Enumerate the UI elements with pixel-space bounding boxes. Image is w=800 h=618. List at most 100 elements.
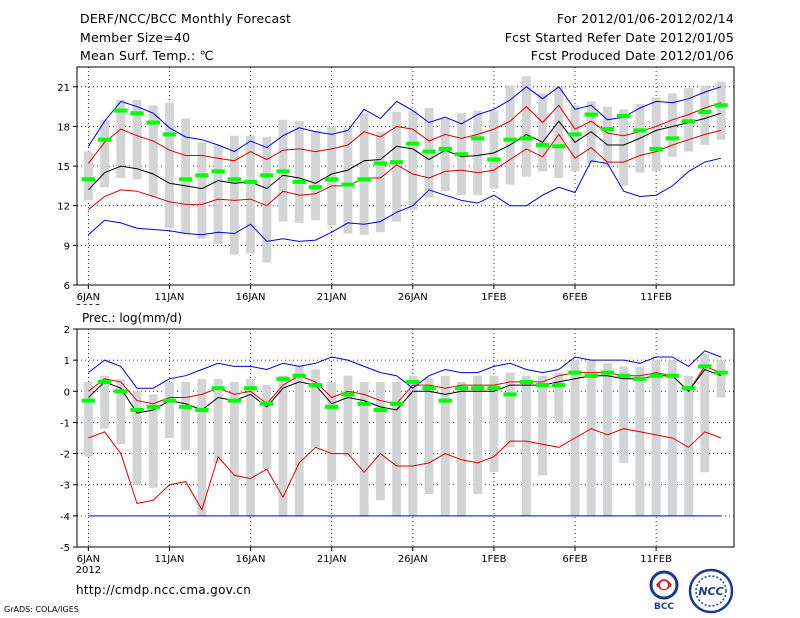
temp-median-mark [681, 119, 696, 124]
prec-spread-bar [586, 360, 596, 516]
prec-spread-bar [83, 381, 93, 457]
prec-spread-bar [392, 381, 402, 516]
temp-median-mark [308, 185, 323, 190]
temp-median-mark [130, 111, 144, 116]
prec-spread-bar [262, 385, 272, 470]
temp-ytick-label: 15 [57, 162, 70, 173]
temp-median-mark [389, 160, 404, 165]
forecast-started-date: Fcst Started Refer Date 2012/01/05 [504, 30, 734, 45]
temp-spread-bar [246, 135, 256, 254]
prec-median-mark [389, 401, 404, 406]
prec-spread-bar [181, 381, 191, 451]
prec-spread-bar [505, 372, 515, 448]
prec-median-mark [487, 386, 501, 391]
temp-spread-bar [570, 105, 580, 172]
temp-median-mark [146, 120, 160, 125]
temp-median-mark [568, 132, 582, 137]
temp-spread-bar [716, 81, 726, 140]
prec-median-mark [552, 383, 566, 388]
temp-median-mark [114, 108, 128, 113]
prec-spread-bar [408, 375, 418, 516]
temp-line-ensemble-minimum [88, 157, 722, 242]
temp-median-mark [470, 136, 485, 141]
temp-xtick-label: 16JAN [236, 292, 266, 303]
temp-median-mark [714, 103, 728, 108]
prec-spread-bar [473, 375, 483, 495]
temp-median-mark [535, 142, 550, 147]
temp-median-mark [243, 179, 258, 184]
temp-median-mark [357, 177, 371, 182]
temp-spread-bar [343, 127, 353, 234]
temp-spread-bar [521, 76, 531, 177]
prec-median-mark [665, 373, 680, 378]
temp-median-mark [584, 112, 598, 117]
prec-xtick-label: 16JAN [236, 554, 266, 565]
temp-spread-bar [586, 101, 596, 164]
prec-spread-bar [359, 381, 369, 516]
temp-xtick-label: 6FEB [562, 292, 587, 303]
variable-label: Mean Surf. Temp.: ℃ [80, 48, 214, 63]
prec-median-mark [292, 373, 306, 378]
temp-year-label: 2012 [76, 303, 101, 305]
prec-ytick-label: 0 [64, 387, 70, 398]
prec-median-mark [373, 407, 388, 412]
prec-line-upper-band [88, 365, 722, 405]
prec-xtick-label: 11JAN [155, 554, 185, 565]
temp-spread-bar [375, 131, 385, 233]
prec-xtick-label: 6JAN [77, 554, 100, 565]
prec-frame [76, 328, 735, 548]
temp-median-mark [454, 152, 469, 157]
temp-spread-bar [538, 93, 548, 172]
temp-spread-bar [489, 110, 499, 189]
source-url[interactable]: http://cmdp.ncc.cma.gov.cn [76, 583, 252, 597]
temp-median-mark [519, 136, 534, 141]
prec-median-mark [616, 373, 631, 378]
prec-spread-bar [165, 381, 174, 438]
prec-median-mark [698, 364, 712, 369]
prec-spread-bar [213, 378, 223, 463]
prec-median-mark [276, 376, 290, 381]
prec-median-mark [357, 401, 371, 406]
prec-year-label: 2012 [76, 565, 101, 576]
prec-median-mark [535, 383, 550, 388]
prec-xtick-label: 11FEB [640, 554, 672, 565]
temp-spread-bar [359, 113, 369, 235]
prec-spread-bar [294, 366, 304, 516]
prec-median-mark [406, 379, 420, 384]
temp-spread-bar [311, 130, 320, 221]
prec-spread-bar [100, 375, 110, 429]
prec-spread-bar [116, 378, 126, 445]
temp-line-lower-band [88, 129, 722, 211]
bcc-logo-icon: BCC [649, 570, 679, 612]
temp-median-mark [211, 169, 225, 174]
temp-ytick-label: 12 [57, 202, 70, 213]
temp-spread-bar [554, 86, 564, 178]
temp-spread-bar [667, 93, 677, 157]
prec-spread-bar [603, 363, 612, 516]
temp-xtick-label: 11JAN [155, 292, 185, 303]
temp-xtick-label: 26JAN [398, 292, 428, 303]
temp-spread-bar [116, 100, 126, 178]
prec-spread-bar [327, 381, 337, 482]
temp-spread-bar [213, 144, 223, 245]
prec-spread-bar [635, 366, 645, 516]
prec-spread-bar [424, 378, 434, 495]
temp-spread-bar [440, 118, 450, 192]
prec-spread-bar [132, 391, 142, 485]
temp-spread-bar [473, 110, 483, 196]
prec-median-mark [519, 379, 534, 384]
temp-median-mark [487, 157, 501, 162]
temp-spread-bar [505, 85, 515, 185]
prec-spread-bar [246, 378, 256, 516]
temp-median-mark [276, 169, 290, 174]
prec-median-mark [324, 404, 339, 409]
prec-ytick-label: -5 [60, 543, 70, 554]
prec-spread-bar [148, 394, 158, 488]
prec-spread-bar [538, 375, 548, 476]
prec-ytick-label: 2 [64, 325, 70, 336]
ncc-logo-icon: NCC [688, 568, 734, 614]
prec-median-mark [81, 398, 96, 403]
temp-xtick-label: 21JAN [317, 292, 347, 303]
prec-median-mark [454, 386, 469, 391]
